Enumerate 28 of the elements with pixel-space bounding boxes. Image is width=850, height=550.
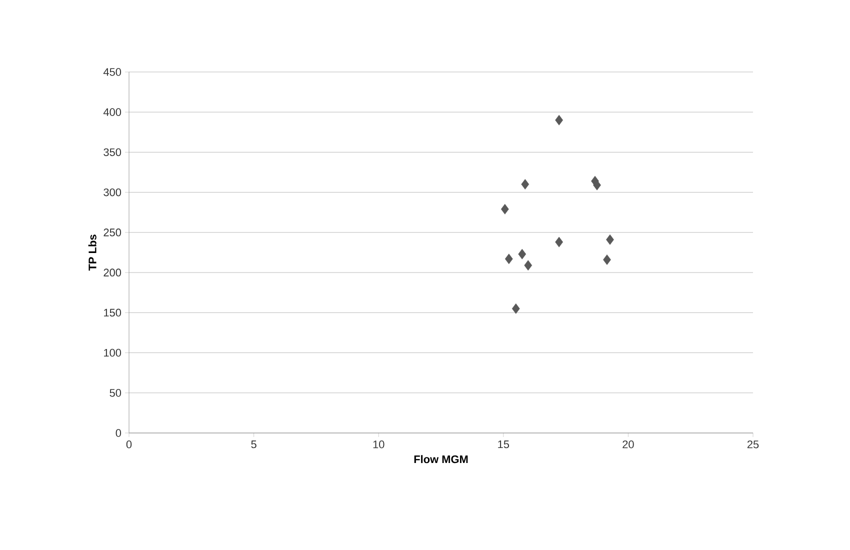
point — [555, 114, 564, 126]
point — [500, 204, 509, 214]
y-tick-label: 150 — [104, 308, 122, 317]
y-tick-label: 350 — [104, 148, 122, 156]
point — [555, 236, 564, 248]
x-tick-label: 25 — [747, 440, 759, 448]
x-tick-label: 10 — [373, 440, 384, 448]
point — [606, 234, 614, 245]
point — [603, 254, 611, 265]
point — [518, 248, 526, 260]
y-tick-label: 0 — [116, 429, 122, 437]
x-tick-label: 20 — [622, 440, 634, 448]
point — [521, 179, 530, 190]
point — [512, 303, 520, 314]
point — [524, 260, 532, 271]
x-tick-label: 5 — [251, 440, 256, 448]
x-axis-title: Flow MGM — [414, 455, 468, 464]
y-axis-title: TP Lbs — [88, 234, 96, 271]
point — [504, 254, 513, 264]
x-tick-label: 15 — [498, 440, 510, 448]
y-tick-label: 50 — [110, 389, 122, 397]
y-tick-label: 100 — [104, 348, 122, 357]
y-tick-label: 250 — [104, 228, 122, 236]
y-tick-label: 300 — [104, 188, 122, 196]
y-tick-label: 400 — [103, 108, 122, 116]
y-tick-label: 200 — [104, 268, 122, 276]
x-tick-label: 0 — [126, 440, 132, 448]
y-tick-label: 450 — [103, 68, 122, 76]
